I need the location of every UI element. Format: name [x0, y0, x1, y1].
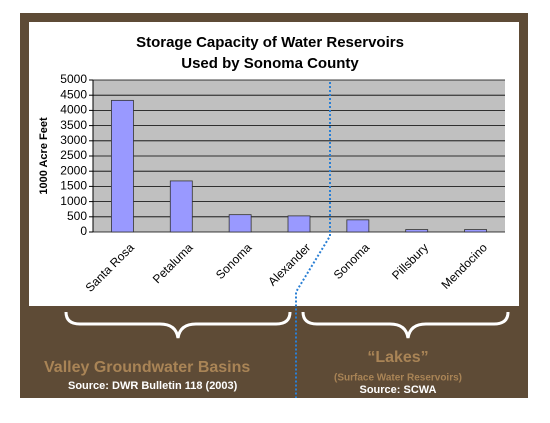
y-tick-label: 2500: [60, 148, 87, 162]
y-tick-label: 1000: [60, 194, 87, 208]
bar: [464, 229, 487, 233]
bar: [169, 180, 193, 233]
y-tick-label: 3000: [60, 133, 87, 147]
y-tick-label: 4500: [60, 87, 87, 101]
chart-title: Used by Sonoma County: [181, 55, 359, 72]
y-tick-label: 4000: [60, 103, 87, 117]
chart-title: Storage Capacity of Water Reservoirs: [136, 34, 404, 51]
brace: [301, 311, 510, 339]
group-label: Valley Groundwater Basins: [44, 359, 250, 376]
bar: [346, 219, 370, 233]
y-tick-label: 1500: [60, 179, 87, 193]
y-tick-label: 5000: [60, 72, 87, 86]
bar: [287, 215, 311, 233]
bar: [228, 214, 252, 233]
y-tick-label: 500: [67, 209, 87, 223]
group-source: Source: SCWA: [359, 384, 436, 396]
group-label: “Lakes”: [367, 349, 428, 366]
y-axis-label: 1000 Acre Feet: [38, 117, 50, 195]
divider: [295, 82, 331, 398]
brace: [64, 311, 292, 339]
y-tick-label: 3500: [60, 118, 87, 132]
group-source: Source: DWR Bulletin 118 (2003): [68, 380, 238, 392]
y-tick-label: 2000: [60, 163, 87, 177]
bar: [405, 229, 429, 233]
y-tick-label: 0: [80, 224, 87, 238]
bar: [111, 99, 134, 233]
group-sublabel: (Surface Water Reservoirs): [334, 373, 462, 384]
